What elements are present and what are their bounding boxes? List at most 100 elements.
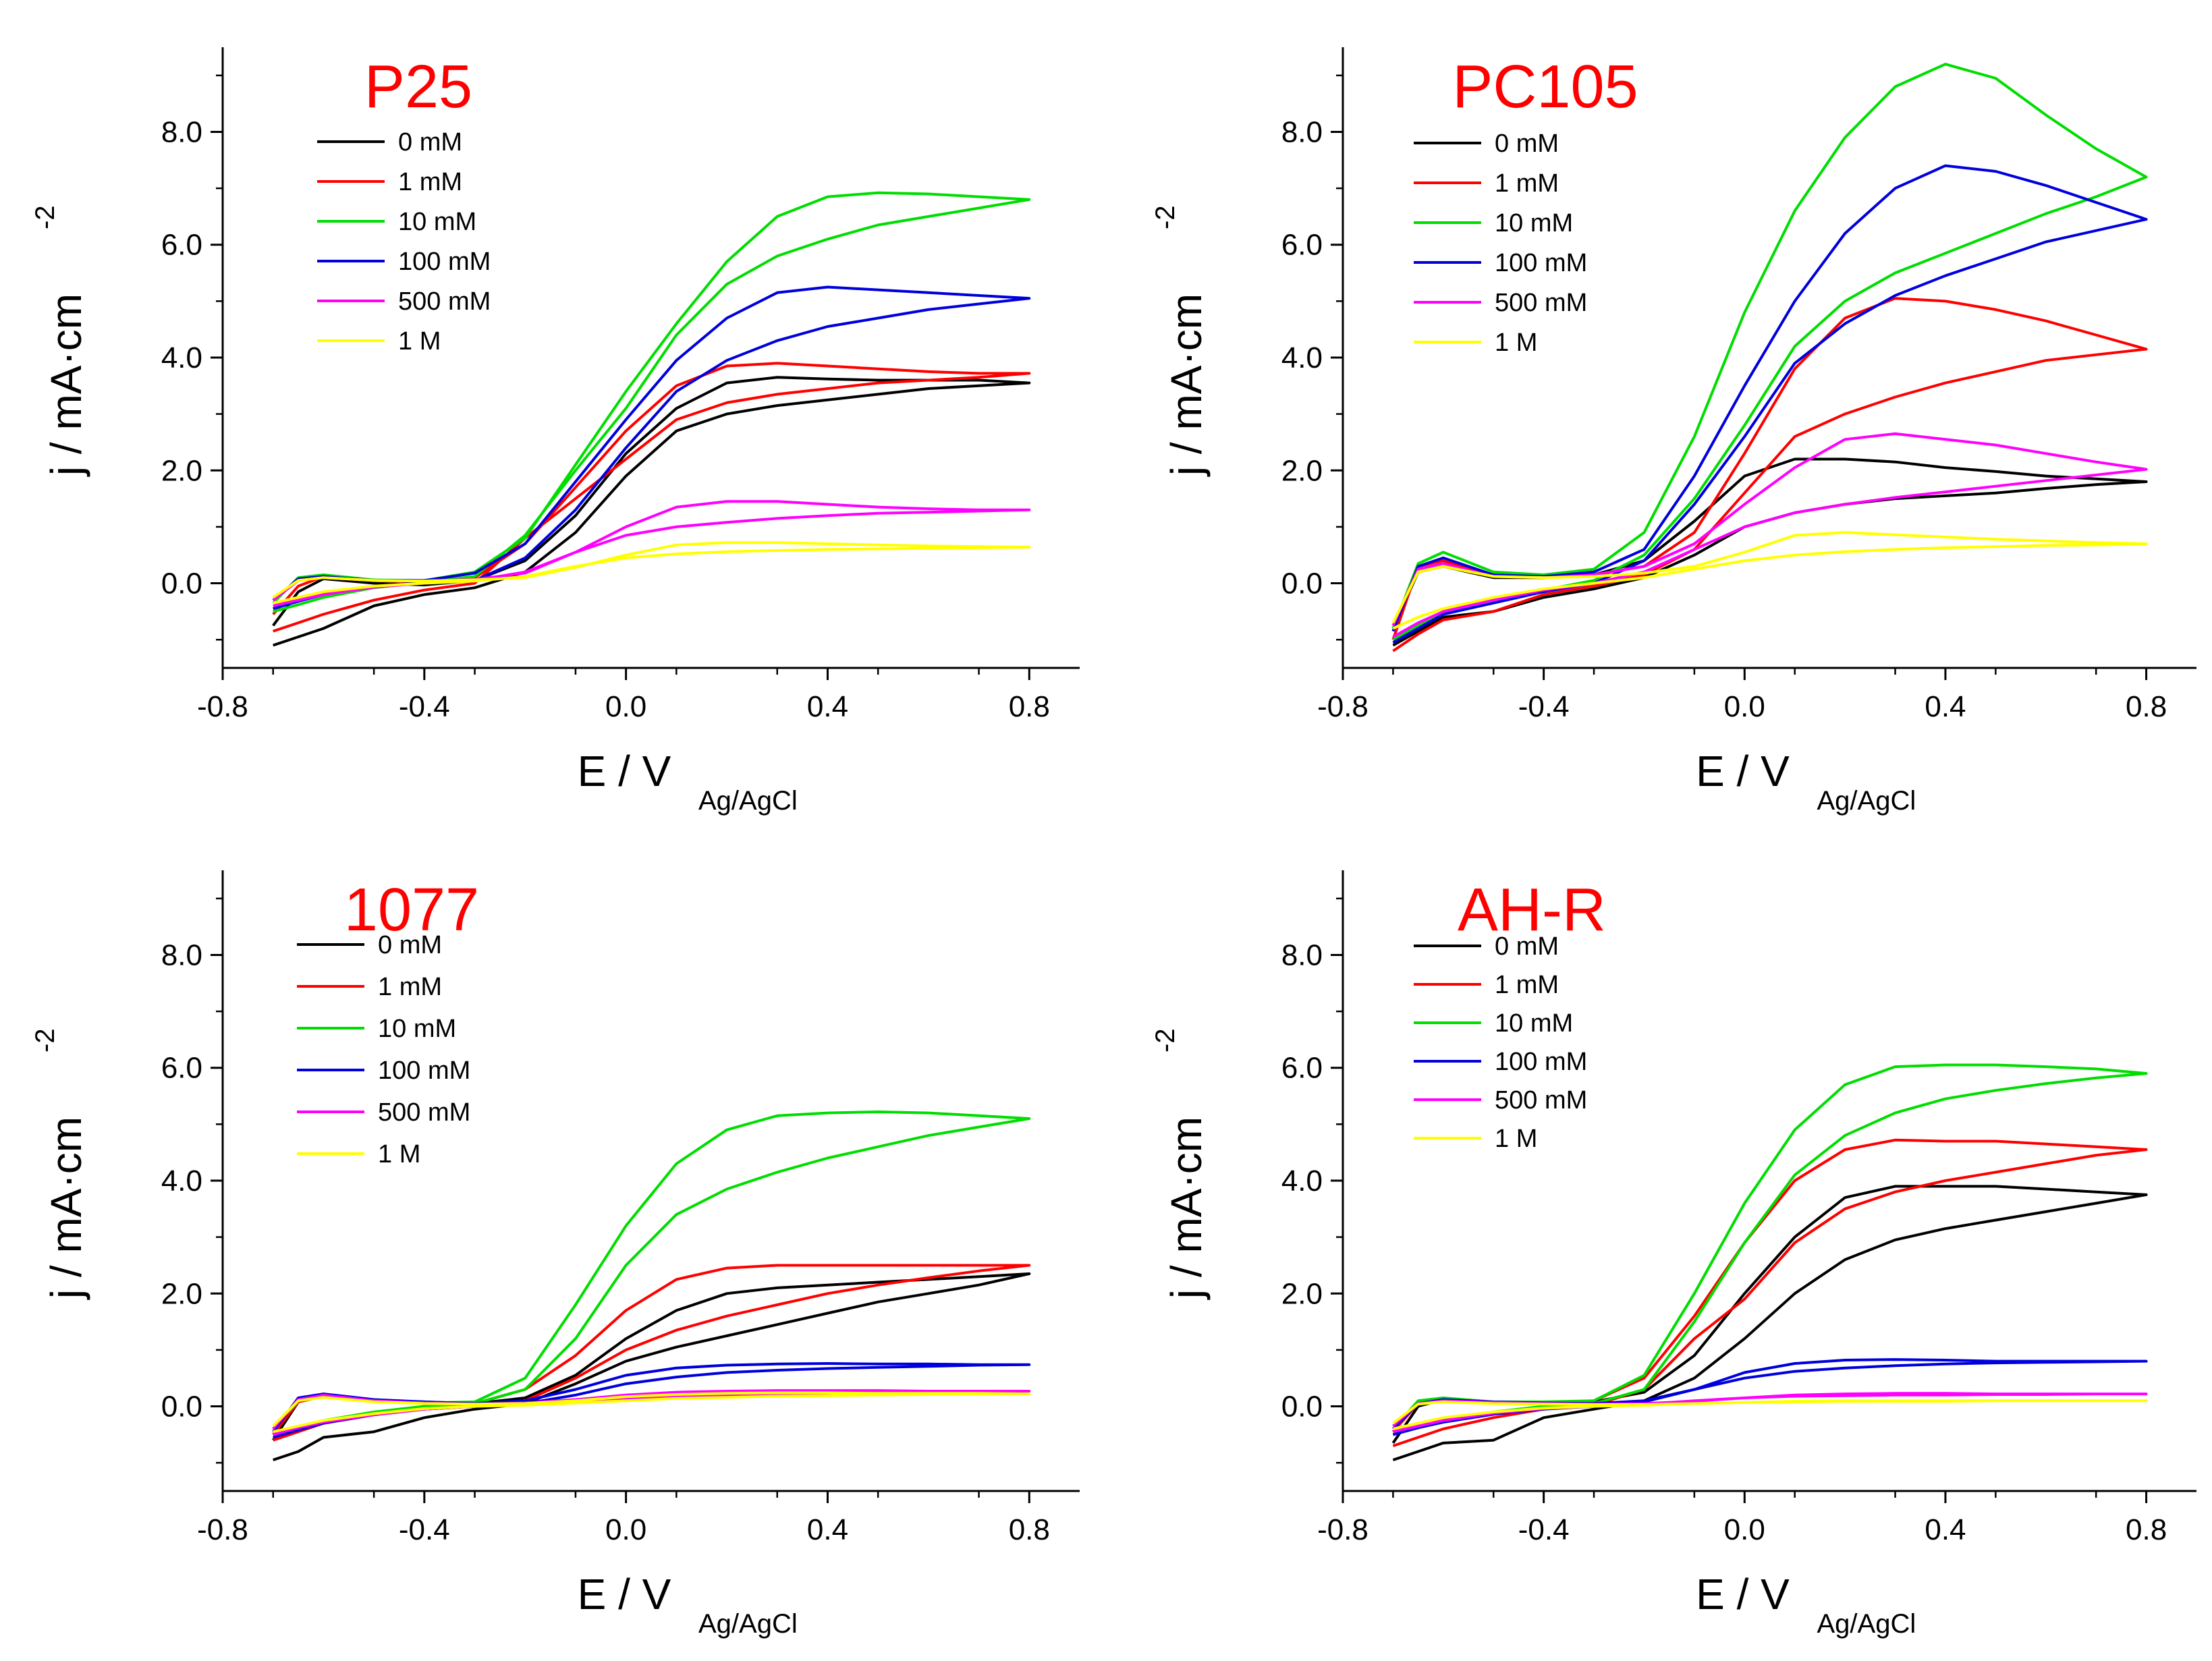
legend-label: 10 mM bbox=[378, 1015, 456, 1043]
series-line-100-mm bbox=[272, 285, 1031, 611]
panel-ah-r: -0.8 -0.4 0.0 0.4 0.8 0.0 2.0 4.0 6.0 8.0 AH-R0 mM… bbox=[1151, 870, 2196, 1639]
y-tick-label: 8.0 bbox=[161, 115, 202, 148]
x-tick-label: 0.8 bbox=[2126, 690, 2167, 723]
x-axis-subscript: Ag/AgCl bbox=[1817, 786, 1916, 816]
y-tick-label: 0.0 bbox=[1281, 567, 1323, 600]
x-tick-label: -0.8 bbox=[197, 1513, 248, 1546]
x-tick-label: 0.4 bbox=[807, 1513, 848, 1546]
y-tick-label: 2.0 bbox=[161, 454, 202, 487]
legend-label: 1 mM bbox=[1495, 169, 1559, 198]
panel-title: AH-R bbox=[1458, 876, 1606, 944]
x-axis-title: E / V bbox=[578, 747, 671, 795]
legend: 0 mM 1 mM 10 mM 100 mM 500 mM 1 M bbox=[1414, 130, 1587, 357]
x-tick-label: 0.4 bbox=[1925, 690, 1966, 723]
y-tick-label: 2.0 bbox=[161, 1277, 202, 1310]
y-tick-label: 6.0 bbox=[161, 229, 202, 262]
series-line-1-m bbox=[1392, 1399, 2148, 1430]
panel-title: PC105 bbox=[1452, 53, 1638, 121]
legend-label: 100 mM bbox=[398, 248, 491, 276]
series-line-500-mm bbox=[272, 500, 1031, 607]
y-tick-label: 4.0 bbox=[1281, 341, 1323, 374]
legend-label: 0 mM bbox=[378, 931, 442, 959]
series-line-1-m bbox=[272, 1391, 1031, 1434]
series-line-1-m bbox=[1391, 531, 2148, 630]
legend-label: 500 mM bbox=[398, 287, 491, 316]
panel-pc105: -0.8 -0.4 0.0 0.4 0.8 0.0 2.0 4.0 6.0 8.0 PC105 0 m… bbox=[1151, 47, 2196, 816]
legend: 0 mM 1 mM 10 mM 100 mM 500 mM 1 M bbox=[317, 128, 491, 356]
legend-label: 1 mM bbox=[1495, 971, 1559, 999]
y-tick-label: 4.0 bbox=[161, 341, 202, 374]
y-tick-label: 0.0 bbox=[1281, 1390, 1323, 1424]
y-tick-label: 8.0 bbox=[1281, 938, 1323, 972]
x-tick-label: -0.4 bbox=[399, 690, 450, 723]
legend-label: 100 mM bbox=[378, 1057, 470, 1085]
series-line-10-mm bbox=[1391, 1063, 2148, 1436]
x-tick-label: 0.0 bbox=[1724, 690, 1765, 723]
y-axis-superscript: -2 bbox=[1151, 205, 1180, 229]
x-tick-label: -0.8 bbox=[1317, 690, 1368, 723]
legend-label: 500 mM bbox=[378, 1098, 470, 1127]
panel-p25: -0.8 -0.4 0.0 0.4 0.8 0.0 2.0 4.0 6.0 8.0 P25 0 mM 1… bbox=[30, 47, 1080, 816]
x-axis-title: E / V bbox=[578, 1570, 671, 1618]
x-tick-label: 0.4 bbox=[1925, 1513, 1966, 1546]
panel-title: P25 bbox=[364, 53, 472, 121]
legend-label: 1 M bbox=[378, 1140, 420, 1169]
x-tick-label: 0.8 bbox=[1009, 690, 1050, 723]
legend-label: 0 mM bbox=[1495, 932, 1559, 961]
x-tick-label: -0.4 bbox=[1518, 1513, 1570, 1546]
legend-label: 1 M bbox=[1495, 329, 1537, 357]
x-tick-label: 0.8 bbox=[2126, 1513, 2167, 1546]
x-tick-label: -0.4 bbox=[1518, 690, 1570, 723]
legend-label: 1 M bbox=[398, 327, 441, 356]
y-tick-label: 0.0 bbox=[161, 1390, 202, 1424]
x-axis-title: E / V bbox=[1696, 747, 1790, 795]
legend-label: 0 mM bbox=[398, 128, 462, 157]
x-tick-label: 0.0 bbox=[1724, 1513, 1765, 1546]
x-tick-label: -0.8 bbox=[197, 690, 248, 723]
y-tick-label: 4.0 bbox=[1281, 1164, 1323, 1198]
y-tick-label: 6.0 bbox=[1281, 1052, 1323, 1085]
legend-label: 100 mM bbox=[1495, 249, 1587, 277]
x-axis-subscript: Ag/AgCl bbox=[698, 786, 798, 816]
legend: 0 mM 1 mM 10 mM 100 mM 500 mM 1 M bbox=[297, 931, 470, 1169]
y-tick-label: 6.0 bbox=[1281, 229, 1323, 262]
y-axis-superscript: -2 bbox=[30, 1028, 60, 1052]
y-axis-title: j / mA·cm bbox=[42, 1117, 90, 1300]
y-axis-superscript: -2 bbox=[30, 205, 60, 229]
y-axis-title: j / mA·cm bbox=[1162, 293, 1211, 477]
series-line-500-mm bbox=[1391, 432, 2148, 638]
y-tick-label: 8.0 bbox=[161, 938, 202, 972]
series-line-1-m bbox=[272, 541, 1031, 604]
legend-label: 500 mM bbox=[1495, 289, 1587, 317]
y-tick-label: 4.0 bbox=[161, 1164, 202, 1198]
x-tick-label: 0.0 bbox=[605, 1513, 646, 1546]
y-tick-label: 2.0 bbox=[1281, 1277, 1323, 1310]
x-tick-label: -0.8 bbox=[1317, 1513, 1368, 1546]
x-axis-subscript: Ag/AgCl bbox=[1817, 1609, 1916, 1639]
panel-title: 1077 bbox=[344, 876, 479, 944]
y-tick-label: 6.0 bbox=[161, 1052, 202, 1085]
y-tick-label: 0.0 bbox=[161, 567, 202, 600]
legend-label: 1 M bbox=[1495, 1125, 1537, 1153]
legend-label: 10 mM bbox=[1495, 209, 1573, 237]
legend-label: 10 mM bbox=[1495, 1009, 1573, 1038]
y-tick-label: 2.0 bbox=[1281, 454, 1323, 487]
x-axis-subscript: Ag/AgCl bbox=[698, 1609, 798, 1639]
x-axis-title: E / V bbox=[1696, 1570, 1790, 1618]
legend-label: 500 mM bbox=[1495, 1086, 1587, 1115]
x-tick-label: -0.4 bbox=[399, 1513, 450, 1546]
y-axis-superscript: -2 bbox=[1151, 1028, 1180, 1052]
y-tick-label: 8.0 bbox=[1281, 115, 1323, 148]
x-tick-label: 0.8 bbox=[1009, 1513, 1050, 1546]
y-axis-title: j / mA·cm bbox=[1162, 1117, 1211, 1300]
series-line-500-mm bbox=[1392, 1392, 2148, 1434]
legend-label: 1 mM bbox=[378, 973, 442, 1001]
series-line-0-mm bbox=[1391, 1185, 2148, 1461]
legend-label: 100 mM bbox=[1495, 1048, 1587, 1076]
y-axis-title: j / mA·cm bbox=[42, 293, 90, 477]
legend: 0 mM 1 mM 10 mM 100 mM 500 mM 1 M bbox=[1414, 932, 1587, 1153]
x-tick-label: 0.0 bbox=[605, 690, 646, 723]
legend-label: 1 mM bbox=[398, 168, 462, 196]
